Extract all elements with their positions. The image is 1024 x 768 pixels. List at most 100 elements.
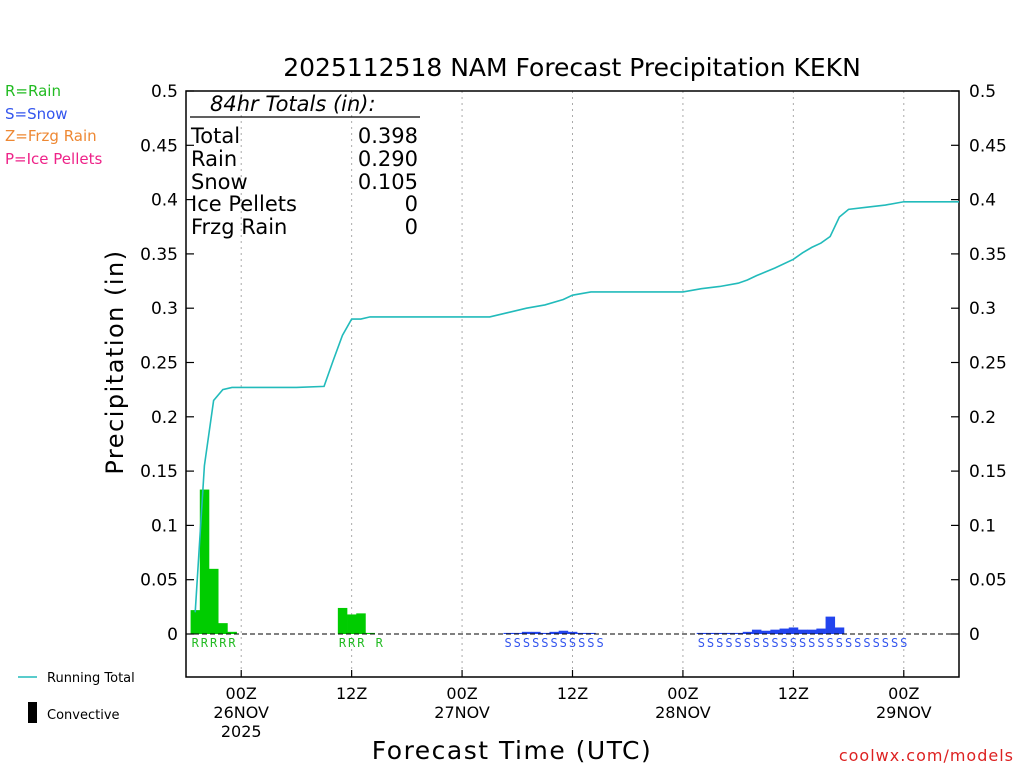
totals-value-ice-pellets: 0 xyxy=(405,192,418,216)
precip-code-3-1: S xyxy=(707,636,714,650)
bar-snow-11 xyxy=(705,632,716,634)
ytick-label-right-9: 0.45 xyxy=(969,136,1007,156)
precip-code-2-2: S xyxy=(523,636,530,650)
precip-code-3-3: S xyxy=(725,636,732,650)
xtick-label-3-0: 12Z xyxy=(557,684,588,703)
ytick-label-right-0: 0 xyxy=(969,625,980,645)
bar-snow-8 xyxy=(577,632,587,634)
totals-value-rain: 0.290 xyxy=(358,147,418,171)
xtick-label-2-1: 27NOV xyxy=(434,703,490,722)
precip-code-3-4: S xyxy=(735,636,742,650)
ytick-label-left-2: 0.1 xyxy=(151,516,178,536)
precip-code-1-0: R xyxy=(339,636,347,650)
precip-code-3-9: S xyxy=(781,636,788,650)
bar-snow-7 xyxy=(567,631,578,634)
ytick-label-left-5: 0.25 xyxy=(140,354,178,374)
xtick-label-2-0: 00Z xyxy=(446,684,477,703)
totals-header: 84hr Totals (in): xyxy=(210,92,376,116)
legend-ice-pellets: P=Ice Pellets xyxy=(5,150,102,168)
precip-code-2-9: S xyxy=(587,636,594,650)
precip-code-3-18: S xyxy=(863,636,870,650)
bar-snow-19 xyxy=(779,628,790,634)
precip-code-3-5: S xyxy=(744,636,751,650)
y-axis-label: Precipitation (in) xyxy=(101,249,129,474)
bar-snow-0 xyxy=(503,632,513,634)
precip-code-3-7: S xyxy=(762,636,769,650)
bar-rain-4 xyxy=(227,631,237,634)
bar-rain-1 xyxy=(199,489,210,634)
running-total-line xyxy=(194,200,959,613)
precip-code-3-22: S xyxy=(900,636,907,650)
ytick-label-left-8: 0.4 xyxy=(151,191,178,211)
precip-code-2-6: S xyxy=(560,636,567,650)
bottom-legend: Running Total Convective xyxy=(18,671,135,723)
precip-code-2-5: S xyxy=(550,636,557,650)
bar-snow-25 xyxy=(834,627,845,634)
precip-code-2-10: S xyxy=(596,636,603,650)
precip-code-0-0: R xyxy=(192,636,200,650)
bar-snow-15 xyxy=(742,631,753,634)
precip-code-3-17: S xyxy=(854,636,861,650)
bar-snow-3 xyxy=(531,631,541,634)
totals-label-total: Total xyxy=(190,124,240,148)
precip-code-3-2: S xyxy=(716,636,723,650)
precip-code-3-12: S xyxy=(808,636,815,650)
xtick-label-0-1: 26NOV xyxy=(213,703,269,722)
totals-box: 84hr Totals (in): Total 0.398 Rain 0.290… xyxy=(190,92,420,239)
precip-code-2-3: S xyxy=(532,636,539,650)
convective-legend-label: Convective xyxy=(47,708,120,723)
bar-rain-6 xyxy=(347,614,357,634)
legend: R=Rain S=Snow Z=Frzg Rain P=Ice Pellets xyxy=(5,82,102,168)
ytick-label-right-2: 0.1 xyxy=(969,516,996,536)
legend-snow: S=Snow xyxy=(5,105,68,123)
bar-snow-16 xyxy=(751,629,762,634)
precip-bars xyxy=(190,489,845,634)
precip-code-3-14: S xyxy=(827,636,834,650)
xtick-label-4-1: 28NOV xyxy=(655,703,711,722)
precip-code-3-8: S xyxy=(771,636,778,650)
ytick-label-right-8: 0.4 xyxy=(969,191,996,211)
precip-code-2-4: S xyxy=(541,636,548,650)
ytick-label-left-9: 0.45 xyxy=(140,136,178,156)
precip-code-3-11: S xyxy=(799,636,806,650)
precip-code-3-21: S xyxy=(891,636,898,650)
bar-snow-23 xyxy=(816,628,826,634)
bar-snow-2 xyxy=(521,631,532,634)
running-total-legend-label: Running Total xyxy=(47,671,135,686)
totals-label-ice-pellets: Ice Pellets xyxy=(191,192,297,216)
xtick-label-6-0: 00Z xyxy=(888,684,919,703)
precip-code-1-4: R xyxy=(376,636,384,650)
ytick-label-right-10: 0.5 xyxy=(969,82,996,102)
bar-snow-9 xyxy=(586,632,596,634)
precip-code-2-1: S xyxy=(514,636,521,650)
bar-snow-5 xyxy=(549,631,559,634)
bar-snow-1 xyxy=(512,632,523,634)
precip-code-2-7: S xyxy=(569,636,576,650)
precip-code-2-0: S xyxy=(504,636,511,650)
bar-rain-7 xyxy=(356,613,366,634)
legend-freezing-rain: Z=Frzg Rain xyxy=(5,127,97,145)
precip-code-2-8: S xyxy=(578,636,585,650)
bar-snow-24 xyxy=(825,616,836,634)
bar-snow-4 xyxy=(540,632,550,634)
xtick-label-1-0: 12Z xyxy=(336,684,367,703)
precip-code-3-16: S xyxy=(845,636,852,650)
bar-rain-8 xyxy=(365,632,375,634)
totals-value-freezing-rain: 0 xyxy=(405,215,418,239)
ytick-label-left-6: 0.3 xyxy=(151,299,178,319)
bar-snow-17 xyxy=(761,630,771,634)
bar-snow-12 xyxy=(715,632,725,634)
ytick-label-right-1: 0.05 xyxy=(969,571,1007,591)
bar-rain-2 xyxy=(209,568,219,634)
bar-snow-22 xyxy=(807,629,817,634)
xtick-label-4-0: 00Z xyxy=(667,684,698,703)
ytick-label-left-0: 0 xyxy=(167,625,178,645)
precip-code-3-19: S xyxy=(873,636,880,650)
bar-snow-13 xyxy=(724,632,734,634)
xtick-label-0-2: 2025 xyxy=(221,722,262,741)
ytick-label-left-7: 0.35 xyxy=(140,245,178,265)
ytick-label-left-3: 0.15 xyxy=(140,462,178,482)
